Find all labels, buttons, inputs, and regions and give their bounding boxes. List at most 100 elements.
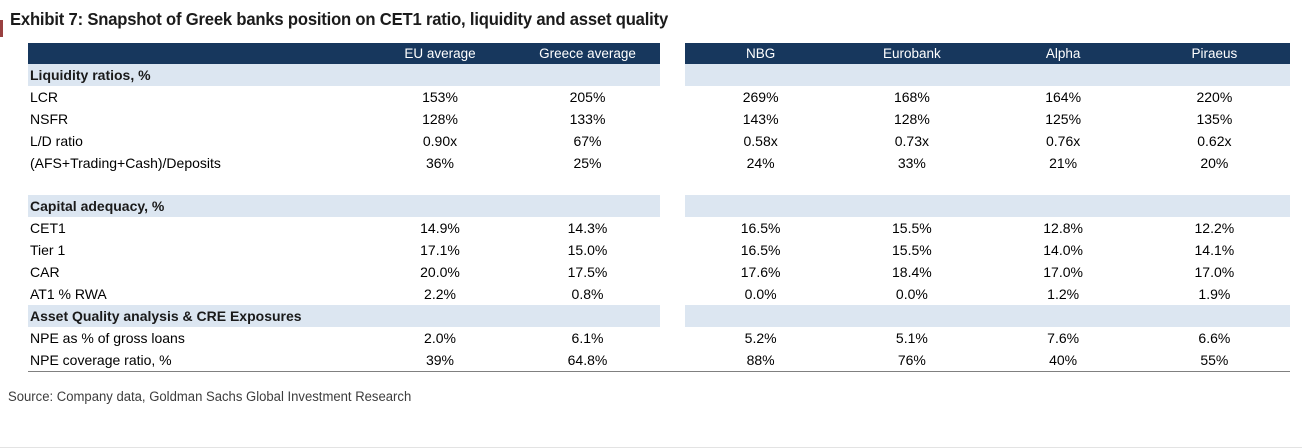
value-cell: 0.76x [1046,133,1081,149]
table-left-part: CAR 20.0% 17.5% [28,261,660,283]
table-gap-column [660,86,685,108]
value-cell: 17.0% [1043,264,1083,280]
table-right-part: 269% 168% 164% 220% [685,86,1290,108]
section-header-row: Liquidity ratios, % [28,64,1290,86]
value-cell: 0.8% [571,286,604,302]
value-cell: 17.6% [740,264,781,280]
table-right-part: 24% 33% 21% 20% [685,152,1290,174]
table-gap-column [660,195,685,217]
value-cell: 1.9% [1198,286,1231,302]
value-cell: 5.1% [895,330,928,346]
value-cell: 14.3% [567,220,608,236]
exhibit-header: Exhibit 7: Snapshot of Greek banks posit… [0,9,1302,37]
table-gap-column [660,64,685,86]
column-header-bank: Piraeus [1191,46,1238,61]
value-cell: 12.2% [1194,220,1235,236]
value-cell: 12.8% [1043,220,1083,236]
value-cell: 6.6% [1198,330,1231,346]
row-label: (AFS+Trading+Cash)/Deposits [30,155,221,171]
section-header-label: Liquidity ratios, % [30,67,151,83]
value-cell: 33% [897,155,926,171]
table-right-part: 0.0% 0.0% 1.2% 1.9% [685,283,1290,305]
table-right-part: 5.2% 5.1% 7.6% 6.6% [685,327,1290,349]
table-left-part: Tier 1 17.1% 15.0% [28,239,660,261]
value-cell: 168% [893,89,930,105]
table-gap-column [660,239,685,261]
table-right-part: 0.58x 0.73x 0.76x 0.62x [685,130,1290,152]
value-cell: 128% [893,111,930,127]
table-right-part [685,195,1290,217]
value-cell: 0.62x [1197,133,1232,149]
row-label: NPE coverage ratio, % [30,352,172,368]
table-right-part [685,64,1290,86]
value-cell: 17.5% [567,264,608,280]
value-cell: 135% [1196,111,1233,127]
table-row: L/D ratio 0.90x 67% 0.58x 0.73x 0.76x 0.62x [28,130,1290,152]
value-cell: 205% [569,89,606,105]
section-header-label: Capital adequacy, % [30,198,165,214]
value-cell: 17.0% [1194,264,1235,280]
title-accent-bar [0,20,3,37]
value-cell: 7.6% [1047,330,1080,346]
table-left-part: LCR 153% 205% [28,86,660,108]
row-label: AT1 % RWA [30,286,107,302]
value-cell: 164% [1045,89,1082,105]
value-cell: 133% [569,111,606,127]
row-label: CET1 [30,220,66,236]
value-cell: 24% [746,155,775,171]
value-cell: 6.1% [571,330,604,346]
table-left-part: Asset Quality analysis & CRE Exposures [28,305,660,327]
table-row: (AFS+Trading+Cash)/Deposits 36% 25% 24% 33% 2… [28,152,1290,174]
table-right-part: NBG Eurobank Alpha Piraeus [685,43,1290,64]
row-label: NPE as % of gross loans [30,330,185,346]
exhibit-table: EU average Greece average NBG Eurobank Alpha… [28,43,1290,372]
table-gap-column [660,305,685,327]
table-left-part: NPE as % of gross loans 2.0% 6.1% [28,327,660,349]
source-note: Source: Company data, Goldman Sachs Glob… [8,389,412,404]
table-right-part [685,305,1290,327]
table-gap-column [660,43,685,64]
value-cell: 16.5% [740,242,781,258]
table-gap-column [660,349,685,371]
table-right-part: 16.5% 15.5% 12.8% 12.2% [685,217,1290,239]
table-gap-column [660,130,685,152]
table-left-part: NPE coverage ratio, % 39% 64.8% [28,349,660,371]
table-right-part: 143% 128% 125% 135% [685,108,1290,130]
row-label: Tier 1 [30,242,66,258]
table-row: LCR 153% 205% 269% 168% 164% 220% [28,86,1290,108]
table-row: Tier 1 17.1% 15.0% 16.5% 15.5% 14.0% 14.1% [28,239,1290,261]
value-cell: 20.0% [420,264,460,280]
value-cell: 2.0% [424,330,456,346]
value-cell: 0.0% [895,286,928,302]
value-cell: 40% [1049,352,1078,368]
value-cell: 21% [1049,155,1078,171]
column-header-bank: Eurobank [882,46,941,61]
value-cell: 67% [573,133,602,149]
value-cell: 16.5% [740,220,781,236]
spacer-row [28,174,1290,195]
row-label: CAR [30,264,60,280]
value-cell: 55% [1200,352,1229,368]
value-cell: 0.73x [894,133,929,149]
row-label: NSFR [30,111,69,127]
value-cell: 14.1% [1194,242,1235,258]
table-row: AT1 % RWA 2.2% 0.8% 0.0% 0.0% 1.2% 1.9% [28,283,1290,305]
column-header-bank: NBG [745,46,776,61]
value-cell: 128% [422,111,458,127]
value-cell: 18.4% [892,264,932,280]
value-cell: 14.9% [420,220,460,236]
value-cell: 220% [1196,89,1233,105]
table-left-part: Liquidity ratios, % [28,64,660,86]
table-left-part: NSFR 128% 133% [28,108,660,130]
value-cell: 14.0% [1043,242,1083,258]
table-header-row: EU average Greece average NBG Eurobank Alpha… [28,43,1290,64]
table-left-part: EU average Greece average [28,43,660,64]
table-gap-column [660,283,685,305]
table-gap-column [660,108,685,130]
value-cell: 36% [425,155,455,171]
value-cell: 5.2% [744,330,777,346]
table-left-part: Capital adequacy, % [28,195,660,217]
value-cell: 15.0% [567,242,608,258]
column-header-bank: Alpha [1045,46,1081,61]
value-cell: 0.58x [743,133,778,149]
